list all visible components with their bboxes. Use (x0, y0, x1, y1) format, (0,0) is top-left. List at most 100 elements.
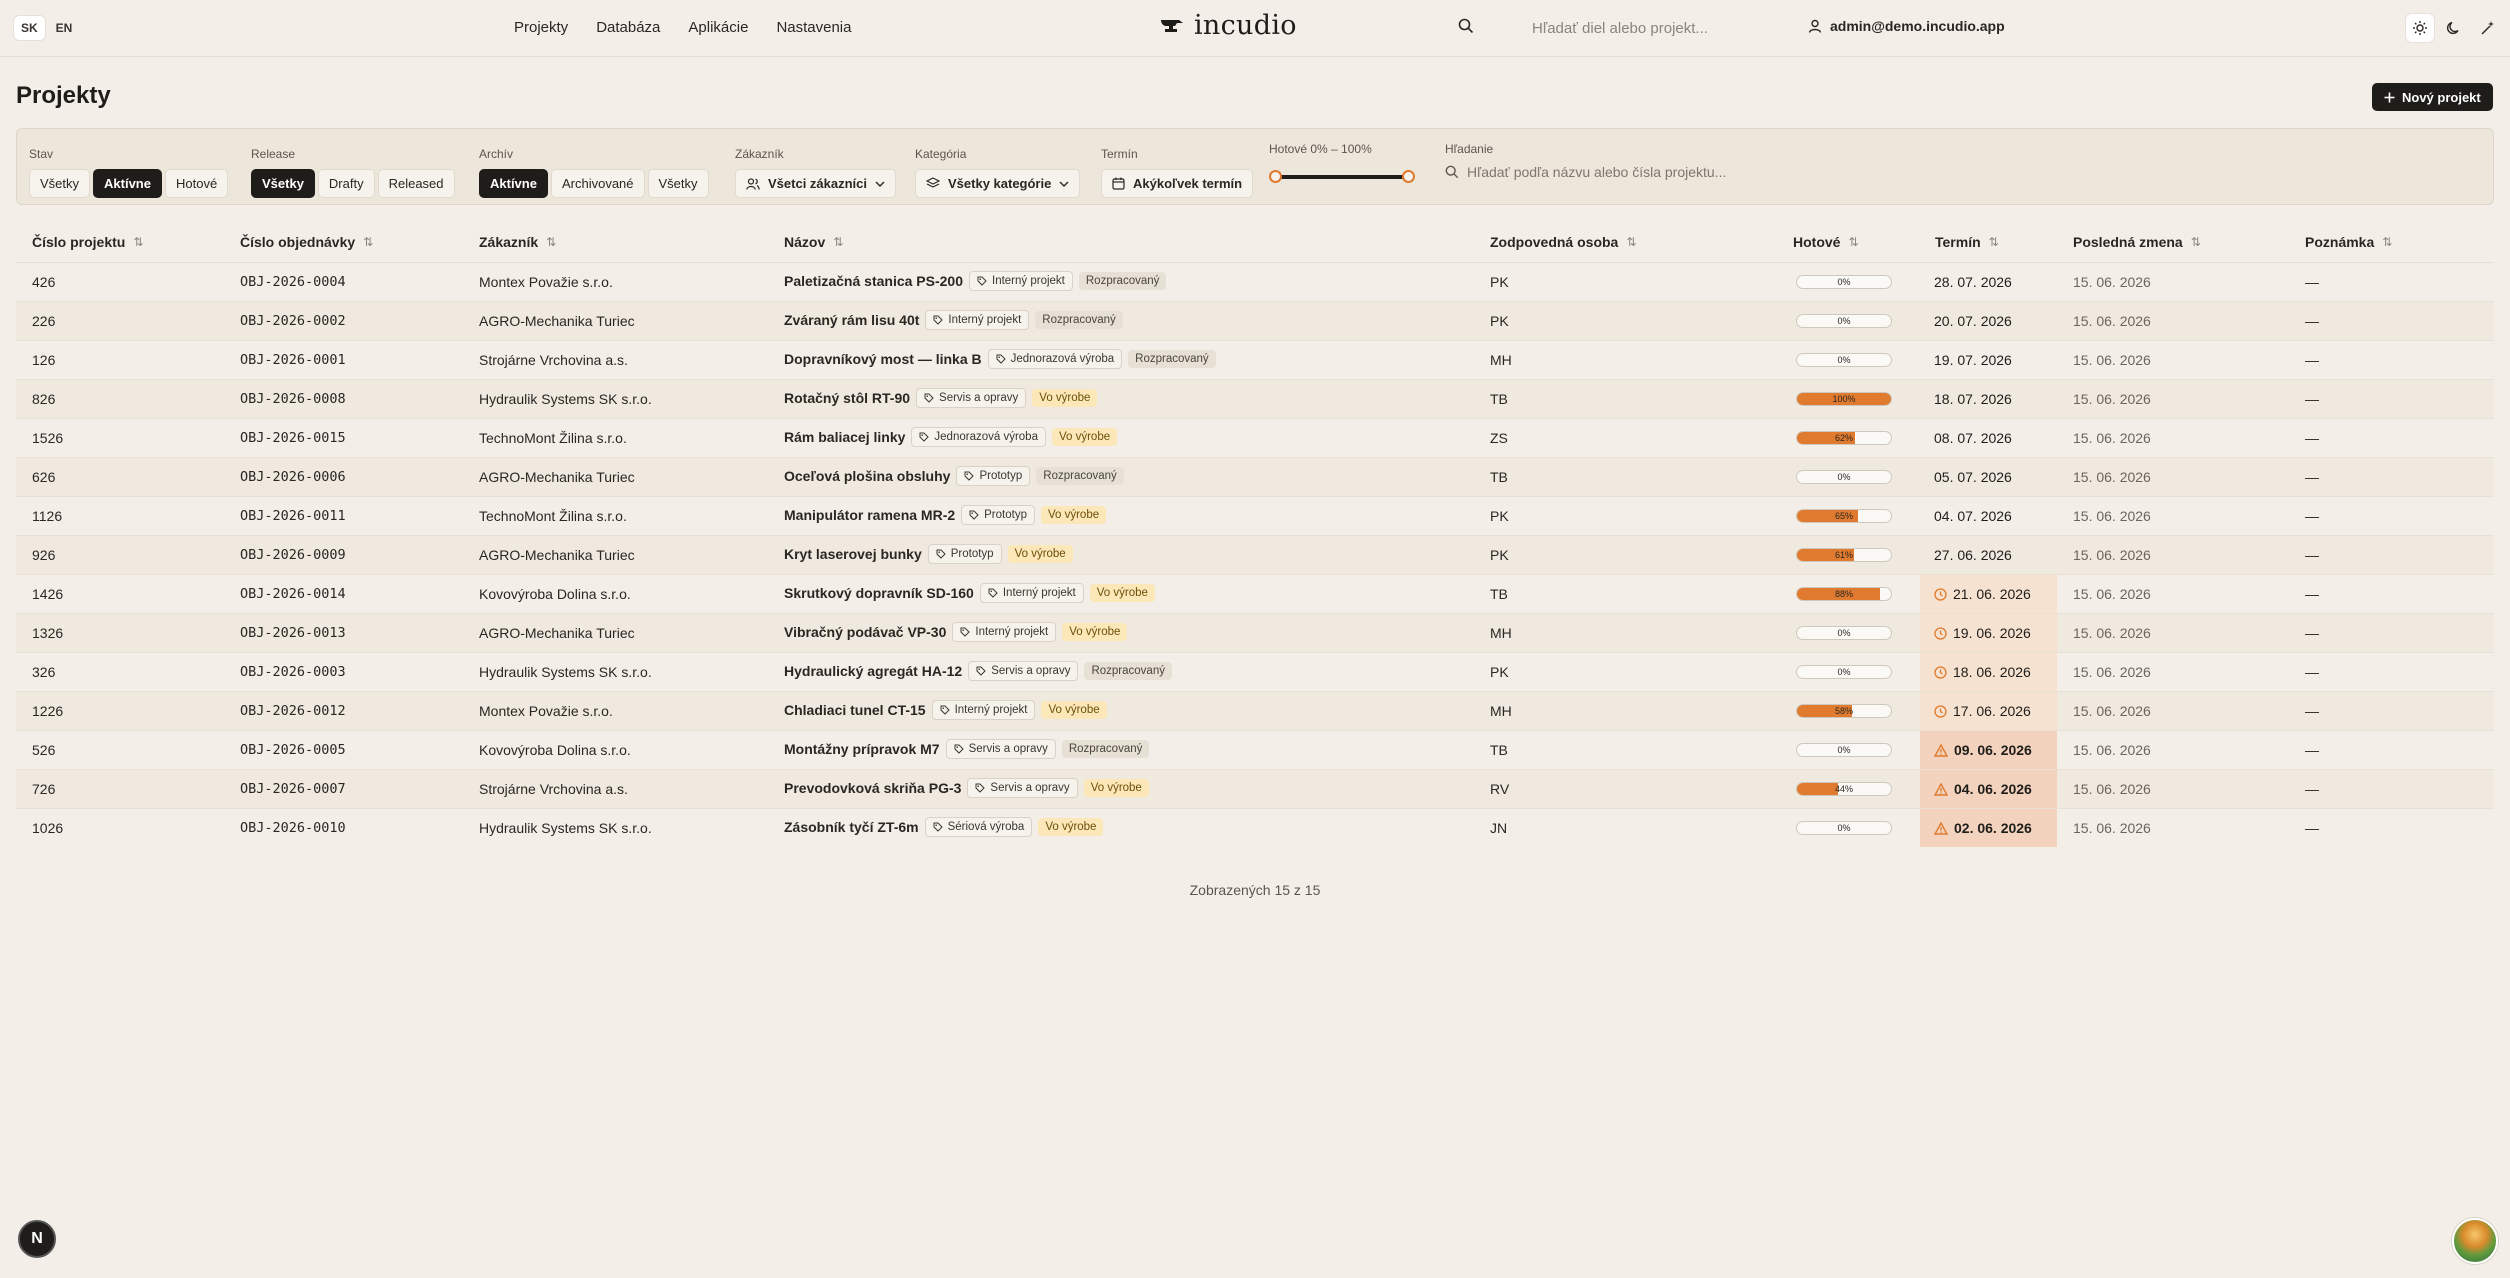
progress-label: 0% (1837, 355, 1851, 365)
status-badge: Vo výrobe (1062, 623, 1128, 641)
project-name-cell: Chladiaci tunel CT-15 Interný projekt Vo v… (784, 700, 1107, 720)
col-posledna-zmena[interactable]: Posledná zmena ⇅ (2073, 234, 2201, 250)
anvil-logo-icon (1161, 19, 1183, 32)
nav-databaza[interactable]: Databáza (596, 19, 661, 36)
archiv-aktivne-button[interactable]: Aktívne (479, 169, 548, 198)
category-select-value: Všetky kategórie (948, 176, 1052, 191)
col-nazov[interactable]: Názov ⇅ (784, 234, 843, 250)
clock-icon (1934, 704, 1947, 718)
deadline-highlight (1920, 809, 2057, 847)
table-row[interactable]: 426 OBJ-2026-0004 Montex Považie s.r.o. Pal… (16, 262, 2494, 301)
project-name[interactable]: Hydraulický agregát HA-12 (784, 663, 963, 679)
table-row[interactable]: 326 OBJ-2026-0003 Hydraulik Systems SK s.r… (16, 652, 2494, 691)
lang-sk-button[interactable]: SK (14, 16, 45, 40)
table-row[interactable]: 1126 OBJ-2026-0011 TechnoMont Žilina s.r.o… (16, 496, 2494, 535)
global-search[interactable]: Hľadať diel alebo projekt... (1458, 18, 1708, 37)
order-number: OBJ-2026-0008 (240, 391, 346, 407)
nav-aplikacie[interactable]: Aplikácie (688, 19, 749, 36)
project-name[interactable]: Vibračný podávač VP-30 (784, 624, 947, 640)
logo[interactable]: incudio (1160, 10, 1297, 41)
table-row[interactable]: 826 OBJ-2026-0008 Hydraulik Systems SK s.r… (16, 379, 2494, 418)
slider-min-handle[interactable] (1269, 170, 1282, 183)
light-theme-button[interactable] (2406, 14, 2434, 42)
col-hotove[interactable]: Hotové ⇅ (1793, 234, 1859, 250)
category-tag: Servis a opravy (967, 778, 1078, 798)
table-row[interactable]: 926 OBJ-2026-0009 AGRO-Mechanika Turiec Kry… (16, 535, 2494, 574)
table-row[interactable]: 226 OBJ-2026-0002 AGRO-Mechanika Turiec Zvá… (16, 301, 2494, 340)
release-drafty-button[interactable]: Drafty (317, 169, 375, 198)
table-row[interactable]: 1526 OBJ-2026-0015 TechnoMont Žilina s.r.o… (16, 418, 2494, 457)
deadline-select[interactable]: Akýkoľvek termín (1101, 169, 1254, 198)
col-zakaznik-label: Zákazník (479, 234, 539, 250)
status-badge: Rozpracovaný (1128, 350, 1216, 368)
stav-hotove-button[interactable]: Hotové (164, 169, 229, 198)
table-row[interactable]: 726 OBJ-2026-0007 Strojárne Vrchovina a.s.… (16, 769, 2494, 808)
status-badge: Rozpracovaný (1061, 740, 1150, 758)
filter-termin-label: Termín (1101, 147, 1138, 161)
stav-vsetky-button[interactable]: Všetky (29, 169, 91, 198)
order-number: OBJ-2026-0003 (240, 664, 346, 680)
col-termin[interactable]: Termín ⇅ (1935, 234, 1999, 250)
col-cislo-objednavky[interactable]: Číslo objednávky ⇅ (240, 234, 373, 250)
progress-bar: 0% (1796, 470, 1892, 484)
project-name[interactable]: Zásobník tyčí ZT-6m (784, 819, 919, 835)
project-name[interactable]: Oceľová plošina obsluhy (784, 468, 951, 484)
category-select[interactable]: Všetky kategórie (915, 169, 1081, 198)
tag-icon (936, 549, 946, 559)
project-number: 1526 (32, 430, 64, 446)
order-number: OBJ-2026-0010 (240, 820, 346, 836)
user-menu[interactable]: admin@demo.incudio.app (1808, 18, 2005, 34)
project-name[interactable]: Prevodovková skriňa PG-3 (784, 780, 962, 796)
auto-theme-button[interactable] (2474, 14, 2502, 42)
customer-select[interactable]: Všetci zákazníci (735, 169, 896, 198)
global-search-input[interactable]: Hľadať diel alebo projekt... (1532, 20, 1708, 37)
project-name[interactable]: Zváraný rám lisu 40t (784, 312, 920, 328)
nav-nastavenia[interactable]: Nastavenia (776, 19, 852, 36)
table-row[interactable]: 1326 OBJ-2026-0013 AGRO-Mechanika Turiec Vi… (16, 613, 2494, 652)
table-row[interactable]: 1026 OBJ-2026-0010 Hydraulik Systems SK s.… (16, 808, 2494, 847)
project-name[interactable]: Kryt laserovej bunky (784, 546, 922, 562)
project-name[interactable]: Rotačný stôl RT-90 (784, 390, 911, 406)
lang-en-button[interactable]: EN (55, 21, 73, 35)
table-row[interactable]: 626 OBJ-2026-0006 AGRO-Mechanika Turiec Oce… (16, 457, 2494, 496)
release-released-button[interactable]: Released (377, 169, 455, 198)
dev-tools-badge[interactable]: N (18, 1220, 56, 1258)
project-number: 726 (32, 781, 56, 797)
table-row[interactable]: 1226 OBJ-2026-0012 Montex Považie s.r.o. Ch… (16, 691, 2494, 730)
responsible-person: MH (1490, 625, 1512, 641)
release-vsetky-button[interactable]: Všetky (251, 169, 315, 198)
stav-aktivne-button[interactable]: Aktívne (93, 169, 162, 198)
dark-theme-button[interactable] (2440, 14, 2468, 42)
table-row[interactable]: 1426 OBJ-2026-0014 Kovovýroba Dolina s.r.o… (16, 574, 2494, 613)
progress-fill (1797, 588, 1880, 600)
project-name[interactable]: Montážny prípravok M7 (784, 741, 940, 757)
tag-icon (964, 471, 975, 481)
col-poznamka[interactable]: Poznámka ⇅ (2305, 234, 2392, 250)
table-row[interactable]: 526 OBJ-2026-0005 Kovovýroba Dolina s.r.o.… (16, 730, 2494, 769)
progress-range-slider[interactable] (1269, 164, 1415, 190)
archiv-vsetky-button[interactable]: Všetky (647, 169, 709, 198)
project-name[interactable]: Paletizačná stanica PS-200 (784, 273, 963, 289)
category-tag: Jednorazová výroba (987, 349, 1123, 369)
new-project-button[interactable]: Nový projekt (2372, 83, 2493, 111)
col-zakaznik[interactable]: Zákazník ⇅ (479, 234, 556, 250)
project-name[interactable]: Manipulátor ramena MR-2 (784, 507, 956, 523)
progress-label: 0% (1837, 745, 1851, 755)
project-name[interactable]: Dopravníkový most — linka B (784, 351, 982, 367)
col-cislo-projektu[interactable]: Číslo projektu ⇅ (32, 234, 143, 250)
progress-label: 0% (1837, 472, 1851, 482)
nav-projekty[interactable]: Projekty (514, 19, 569, 36)
col-zodpovedna-osoba[interactable]: Zodpovedná osoba ⇅ (1490, 234, 1636, 250)
project-name[interactable]: Skrutkový dopravník SD-160 (784, 585, 974, 601)
table-row[interactable]: 126 OBJ-2026-0001 Strojárne Vrchovina a.s.… (16, 340, 2494, 379)
assistant-avatar[interactable] (2452, 1218, 2498, 1264)
project-search-input[interactable]: Hľadať podľa názvu alebo čísla projektu.… (1445, 164, 1726, 180)
category-tag-label: Servis a opravy (939, 392, 1019, 404)
slider-max-handle[interactable] (1402, 170, 1415, 183)
progress-bar: 0% (1796, 275, 1892, 289)
project-name[interactable]: Chladiaci tunel CT-15 (784, 702, 926, 718)
progress-bar: 61% (1796, 548, 1892, 562)
project-name[interactable]: Rám baliacej linky (784, 429, 906, 445)
theme-switcher (2406, 14, 2502, 42)
archiv-archivovane-button[interactable]: Archivované (550, 169, 645, 198)
